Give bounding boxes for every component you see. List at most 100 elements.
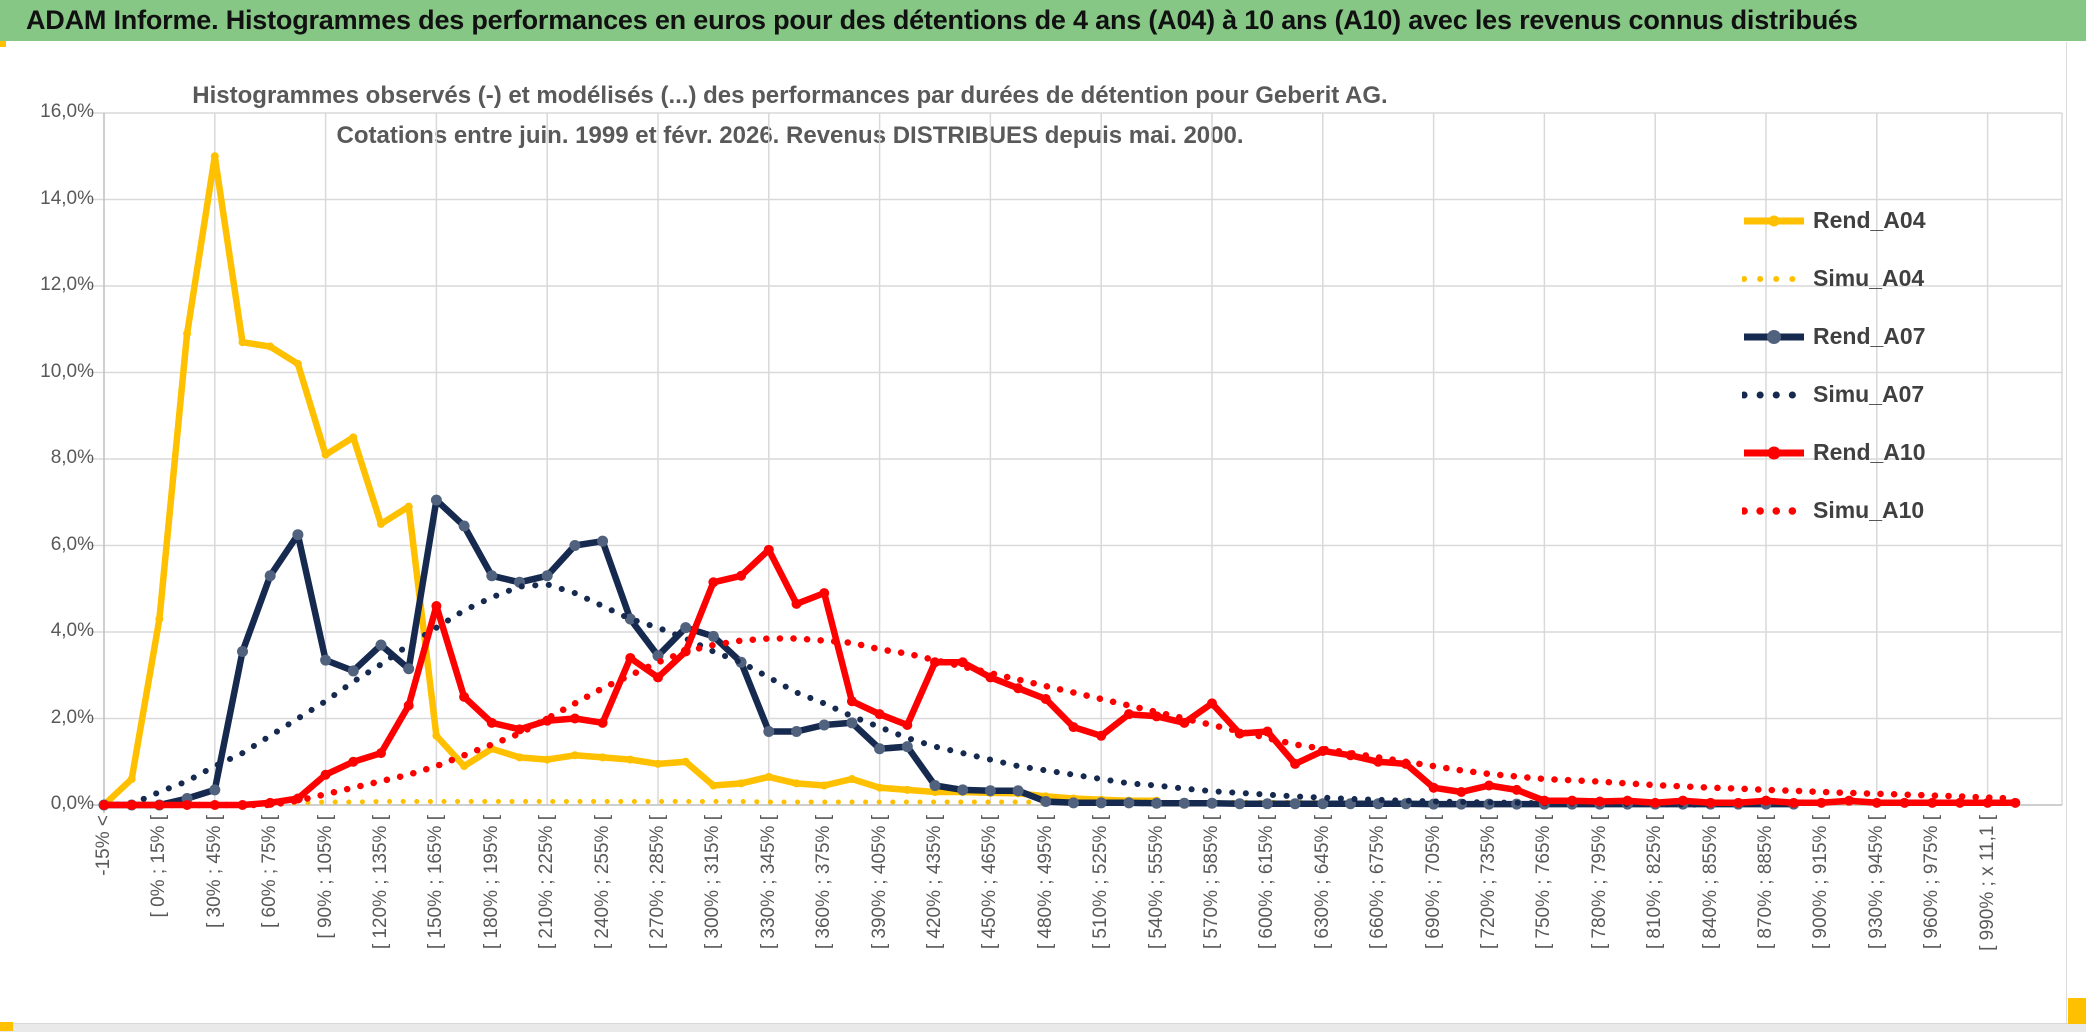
legend-swatch-icon <box>1744 446 1804 459</box>
series-line-Rend_A10 <box>100 546 2019 809</box>
series-marker-Rend_A10 <box>486 717 497 728</box>
x-axis-label: [ 60% ; 75% [ <box>259 815 281 929</box>
series-marker-Rend_A10 <box>653 672 663 683</box>
series-marker-Rend_A07 <box>430 494 442 506</box>
series-marker-Rend_A07 <box>1012 785 1024 797</box>
series-marker-Rend_A10 <box>403 700 414 711</box>
series-marker-Rend_A10 <box>459 691 470 702</box>
x-axis-label: [ 510% ; 525% [ <box>1090 815 1112 950</box>
series-marker-Rend_A07 <box>264 570 276 582</box>
legend-item-Simu_A07[interactable]: Simu_A07 <box>1742 379 1925 410</box>
series-marker-Rend_A10 <box>2010 797 2021 808</box>
series-marker-Rend_A10 <box>1733 797 1744 808</box>
series-marker-Rend_A04 <box>681 757 690 766</box>
series-marker-Rend_A04 <box>183 329 192 338</box>
x-axis-label: [ 660% ; 675% [ <box>1367 815 1389 950</box>
legend-item-label: Simu_A07 <box>1813 381 1925 407</box>
series-marker-Rend_A04 <box>737 779 746 788</box>
series-marker-Rend_A07 <box>569 540 581 551</box>
legend-item-Simu_A04[interactable]: Simu_A04 <box>1742 263 1925 294</box>
series-marker-Rend_A07 <box>1040 796 1052 808</box>
series-marker-Rend_A04 <box>266 342 275 351</box>
series-marker-Rend_A10 <box>1234 728 1245 739</box>
x-axis-label: [ 420% ; 435% [ <box>924 815 945 950</box>
x-axis-label: [ 840% ; 855% [ <box>1699 815 1721 950</box>
series-marker-Rend_A07 <box>347 665 359 677</box>
selection-handle <box>2068 998 2086 1024</box>
series-marker-Rend_A04 <box>377 519 385 528</box>
series-marker-Rend_A07 <box>624 613 636 625</box>
series-marker-Rend_A04 <box>238 338 247 347</box>
series-marker-Rend_A10 <box>1705 797 1716 808</box>
series-marker-Rend_A07 <box>237 645 248 657</box>
x-axis-label: [ 780% ; 795% [ <box>1588 815 1610 950</box>
series-marker-Rend_A10 <box>1484 780 1494 791</box>
legend-item-Rend_A07[interactable]: Rend_A07 <box>1742 321 1925 352</box>
series-marker-Rend_A10 <box>957 657 968 668</box>
series-marker-Rend_A07 <box>818 719 830 731</box>
series-marker-Rend_A10 <box>1844 795 1855 806</box>
x-axis-label: [ 810% ; 825% [ <box>1644 815 1666 950</box>
series-marker-Rend_A04 <box>875 783 884 792</box>
y-axis-label: 16,0% <box>40 101 94 122</box>
series-marker-Rend_A07 <box>209 784 221 796</box>
series-marker-Rend_A04 <box>321 450 330 459</box>
legend-swatch-icon <box>1742 506 1806 515</box>
series-marker-Rend_A10 <box>514 724 525 735</box>
legend-item-Simu_A10[interactable]: Simu_A10 <box>1742 495 1925 526</box>
series-marker-Rend_A07 <box>791 725 802 737</box>
series-marker-Rend_A04 <box>515 753 524 762</box>
series-marker-Rend_A10 <box>1123 709 1134 720</box>
series-marker-Rend_A07 <box>486 570 498 582</box>
series-marker-Rend_A04 <box>293 359 302 368</box>
series-marker-Rend_A07 <box>846 717 858 729</box>
selection-handle <box>0 41 6 47</box>
series-marker-Rend_A10 <box>1179 717 1190 728</box>
x-axis-label: [ 990% ; x 11,1 [ <box>1976 815 1998 951</box>
series-marker-Rend_A04 <box>764 772 773 781</box>
series-line-Simu_A10 <box>100 635 2019 809</box>
series-marker-Rend_A10 <box>1290 758 1301 769</box>
y-axis-label: 12,0% <box>40 274 94 295</box>
legend-item-label: Rend_A04 <box>1813 207 1926 233</box>
series-marker-Rend_A10 <box>902 719 913 730</box>
series-marker-Rend_A10 <box>1511 784 1522 795</box>
x-axis-label: [ 750% ; 765% [ <box>1533 815 1555 950</box>
x-axis-label: [ 570% ; 585% [ <box>1201 815 1222 950</box>
series-marker-Rend_A04 <box>543 755 552 764</box>
y-axis-label: 8,0% <box>50 447 94 468</box>
legend-item-label: Simu_A10 <box>1813 497 1925 523</box>
series-marker-Rend_A10 <box>1816 797 1827 808</box>
legend-swatch-icon <box>1742 391 1806 398</box>
y-axis-label: 2,0% <box>50 706 94 728</box>
x-axis-label: [ 540% ; 555% [ <box>1145 815 1167 950</box>
series-marker-Rend_A07 <box>320 654 332 666</box>
series-marker-Rend_A07 <box>1206 797 1218 809</box>
x-axis-label: [ 120% ; 135% [ <box>370 815 391 950</box>
selection-handle <box>0 1022 13 1031</box>
series-marker-Rend_A10 <box>791 598 802 609</box>
series-marker-Rend_A10 <box>1761 795 1771 806</box>
series-marker-Rend_A10 <box>348 756 359 767</box>
series-marker-Rend_A07 <box>1234 798 1246 810</box>
legend-item-Rend_A04[interactable]: Rend_A04 <box>1742 205 1925 236</box>
x-axis-label: [ 360% ; 375% [ <box>813 815 835 950</box>
series-marker-Rend_A10 <box>1539 795 1550 806</box>
x-axis-label: [ 900% ; 915% [ <box>1810 815 1832 950</box>
series-marker-Rend_A07 <box>1317 798 1329 810</box>
legend-item-label: Simu_A04 <box>1813 265 1925 291</box>
legend-item-Rend_A10[interactable]: Rend_A10 <box>1742 437 1925 468</box>
x-axis-label: [ 210% ; 225% [ <box>536 815 558 950</box>
series-marker-Rend_A07 <box>541 570 553 582</box>
x-axis-label: [ 720% ; 735% [ <box>1478 815 1499 950</box>
series-marker-Rend_A10 <box>1013 683 1024 694</box>
series-marker-Rend_A10 <box>1594 796 1605 807</box>
x-axis-label: [ 450% ; 465% [ <box>979 815 1001 950</box>
series-marker-Rend_A04 <box>349 433 358 442</box>
series-marker-Rend_A10 <box>1096 730 1107 741</box>
series-marker-Rend_A10 <box>819 588 830 599</box>
legend: Rend_A04 Simu_A04 Rend_A07 Simu_A07 Rend_A10… <box>1742 205 1925 553</box>
series-marker-Rend_A04 <box>460 762 469 771</box>
